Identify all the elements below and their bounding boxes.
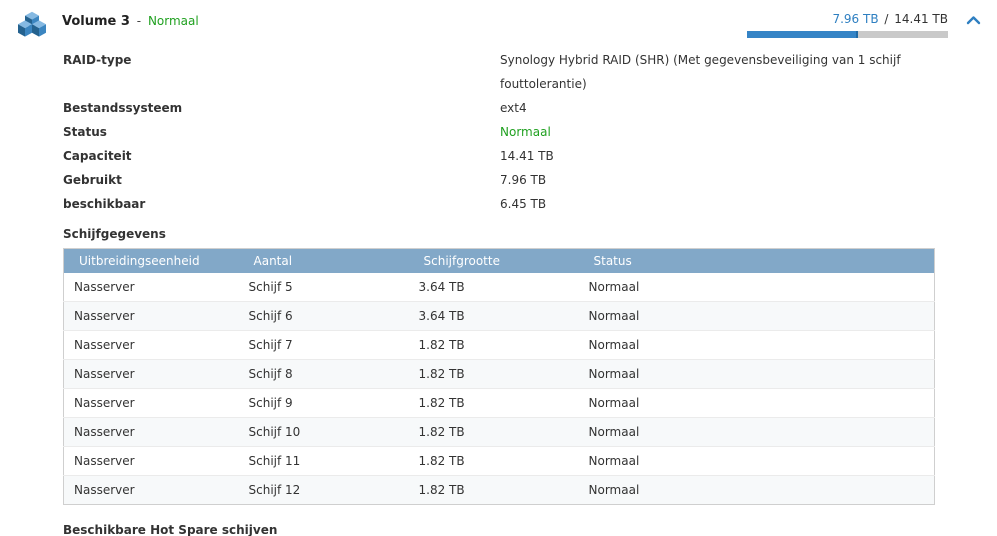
column-header-disk-size: Schijfgrootte [408,248,579,273]
volume-header: Volume 3 - Normaal 7.96 TB / 14.41 TB [0,0,997,40]
cell-expansion-unit: Nasserver [74,483,135,497]
usage-bar [747,31,948,38]
cell-expansion-unit: Nasserver [74,367,135,381]
cell-status: Normaal [588,367,640,381]
cell-status: Normaal [588,279,640,294]
disk-row: Nasserver Schijf 5 3.64 TB Normaal [63,273,935,302]
detail-label: Gebruikt [63,173,122,187]
cell-status: Normaal [588,454,640,468]
cell-status: Normaal [588,483,640,497]
cell-disk-number: Schijf 12 [248,483,301,497]
cell-disk-size: 3.64 TB [418,309,465,323]
cell-expansion-unit: Nasserver [74,425,135,439]
disk-row: Nasserver Schijf 12 1.82 TB Normaal [63,475,935,505]
cell-disk-size: 3.64 TB [418,279,465,294]
disk-row: Nasserver Schijf 10 1.82 TB Normaal [63,417,935,447]
usage-block: 7.96 TB / 14.41 TB [747,12,948,38]
disk-table-header-row: Uitbreidingseenheid Aantal Schijfgrootte… [63,248,935,273]
detail-value: ext4 [500,101,527,115]
volume-status-badge: Normaal [147,14,199,28]
detail-row-status: Status Normaal [63,120,997,144]
volume-cubes-icon [18,11,46,37]
cell-disk-number: Schijf 11 [248,454,301,468]
cell-status: Normaal [588,396,640,410]
detail-row-raid-type: RAID-type Synology Hybrid RAID (SHR) (Me… [63,48,997,96]
detail-row-used: Gebruikt 7.96 TB [63,168,997,192]
detail-label: Capaciteit [63,149,132,163]
detail-value: 6.45 TB [500,197,547,211]
disk-row: Nasserver Schijf 8 1.82 TB Normaal [63,359,935,389]
cell-disk-size: 1.82 TB [418,454,465,468]
detail-value: 7.96 TB [500,173,547,187]
detail-label: beschikbaar [63,197,146,211]
detail-value: Synology Hybrid RAID (SHR) (Met gegevens… [500,53,901,91]
cell-expansion-unit: Nasserver [74,454,135,468]
detail-row-capacity: Capaciteit 14.41 TB [63,144,997,168]
cell-disk-number: Schijf 8 [248,367,293,381]
cell-disk-size: 1.82 TB [418,367,465,381]
usage-divider: / [884,12,889,26]
cell-status: Normaal [588,309,640,323]
collapse-button[interactable] [966,14,981,28]
cell-disk-size: 1.82 TB [418,425,465,439]
cell-disk-number: Schijf 9 [248,396,293,410]
chevron-up-icon [966,16,981,25]
volume-title-line: Volume 3 - Normaal [62,8,199,29]
title-separator: - [136,14,142,28]
detail-label: RAID-type [63,53,132,67]
detail-label: Status [63,125,107,139]
detail-row-available: beschikbaar 6.45 TB [63,192,997,216]
detail-value-status: Normaal [500,125,551,139]
cell-status: Normaal [588,425,640,439]
cell-disk-number: Schijf 6 [248,309,293,323]
disk-row: Nasserver Schijf 6 3.64 TB Normaal [63,301,935,331]
cell-disk-size: 1.82 TB [418,338,465,352]
cell-expansion-unit: Nasserver [74,396,135,410]
volume-title: Volume 3 [62,14,130,29]
cell-disk-number: Schijf 10 [248,425,301,439]
cell-expansion-unit: Nasserver [74,309,135,323]
total-capacity-text: 14.41 TB [894,12,948,26]
column-header-number: Aantal [238,248,409,273]
cell-status: Normaal [588,338,640,352]
detail-row-filesystem: Bestandssysteem ext4 [63,96,997,120]
cell-disk-size: 1.82 TB [418,483,465,497]
disk-row: Nasserver Schijf 7 1.82 TB Normaal [63,331,935,360]
cell-expansion-unit: Nasserver [74,338,135,352]
cell-disk-number: Schijf 7 [248,338,293,352]
used-capacity-link[interactable]: 7.96 TB [832,12,879,26]
cell-expansion-unit: Nasserver [74,279,135,294]
column-header-status: Status [578,248,935,273]
column-header-expansion-unit: Uitbreidingseenheid [63,248,239,273]
volume-details-list: RAID-type Synology Hybrid RAID (SHR) (Me… [63,48,997,216]
cell-disk-number: Schijf 5 [248,279,293,294]
detail-label: Bestandssysteem [63,101,183,115]
disk-row: Nasserver Schijf 9 1.82 TB Normaal [63,389,935,418]
usage-bar-fill [747,31,858,38]
disk-row: Nasserver Schijf 11 1.82 TB Normaal [63,447,935,476]
usage-text: 7.96 TB / 14.41 TB [747,12,948,26]
disk-info-section-title: Schijfgegevens [63,227,166,241]
cell-disk-size: 1.82 TB [418,396,465,410]
detail-value: 14.41 TB [500,149,554,163]
disk-table: Uitbreidingseenheid Aantal Schijfgrootte… [63,248,935,505]
hot-spare-section-title: Beschikbare Hot Spare schijven [63,523,278,536]
